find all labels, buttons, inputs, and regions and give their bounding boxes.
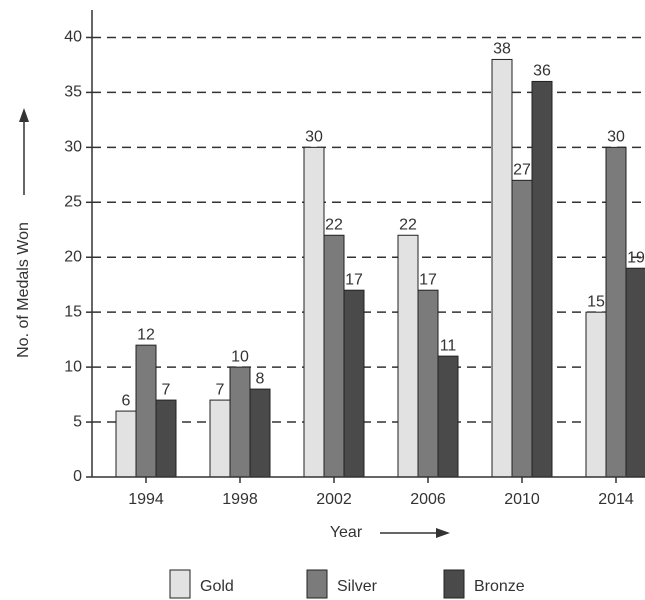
legend-label: Bronze: [474, 578, 525, 595]
bar: [625, 267, 645, 478]
x-arrow-head: [436, 528, 450, 538]
y-tick-label: 15: [64, 303, 82, 320]
x-tick-label: 2010: [504, 491, 540, 508]
y-tick-label: 5: [73, 413, 82, 430]
bar: [397, 234, 419, 478]
bar: [491, 58, 513, 478]
x-tick-label: 2006: [410, 491, 446, 508]
data-label: 38: [493, 41, 511, 58]
data-label: 10: [231, 348, 249, 365]
bar: [511, 179, 533, 478]
legend-swatch: [443, 569, 465, 599]
bar: [249, 388, 271, 478]
y-tick-label: 10: [64, 358, 82, 375]
y-axis-title: No. of Medals Won: [15, 222, 32, 358]
legend-label: Gold: [200, 578, 234, 595]
data-label: 30: [305, 129, 323, 146]
data-label: 30: [607, 129, 625, 146]
y-tick-label: 0: [73, 468, 82, 485]
bar: [323, 234, 345, 478]
x-axis-title: Year: [330, 524, 363, 541]
y-tick-label: 30: [64, 139, 82, 156]
data-label: 6: [122, 392, 131, 409]
data-label: 11: [440, 337, 457, 354]
data-label: 8: [256, 370, 265, 387]
data-label: 17: [419, 271, 437, 288]
y-tick-label: 25: [64, 194, 82, 211]
bar: [135, 344, 157, 478]
data-label: 17: [345, 271, 363, 288]
bar: [155, 399, 177, 478]
bar: [417, 289, 439, 478]
y-tick-label: 35: [64, 84, 82, 101]
y-arrow-head: [19, 108, 29, 122]
bar: [303, 146, 325, 478]
y-tick-label: 20: [64, 248, 82, 265]
x-tick-label: 1994: [128, 491, 164, 508]
bar: [343, 289, 365, 478]
data-label: 27: [513, 162, 531, 179]
legend-label: Silver: [337, 578, 378, 595]
bar: [605, 146, 627, 478]
bar: [437, 355, 459, 478]
bar: [585, 311, 607, 478]
legend-swatch: [306, 569, 328, 599]
bar: [209, 399, 231, 478]
bar: [115, 410, 137, 478]
legend-swatch: [169, 569, 191, 599]
data-label: 36: [533, 63, 551, 80]
data-label: 22: [325, 216, 343, 233]
data-label: 15: [587, 293, 605, 310]
data-label: 7: [162, 381, 171, 398]
bar: [229, 366, 251, 478]
x-tick-label: 2002: [316, 491, 352, 508]
data-label: 7: [216, 381, 225, 398]
y-tick-label: 40: [64, 29, 82, 46]
data-label: 12: [137, 326, 155, 343]
data-label: 19: [627, 249, 645, 266]
x-tick-label: 1998: [222, 491, 258, 508]
bar: [531, 80, 553, 478]
data-label: 22: [399, 216, 417, 233]
x-tick-label: 2014: [598, 491, 634, 508]
